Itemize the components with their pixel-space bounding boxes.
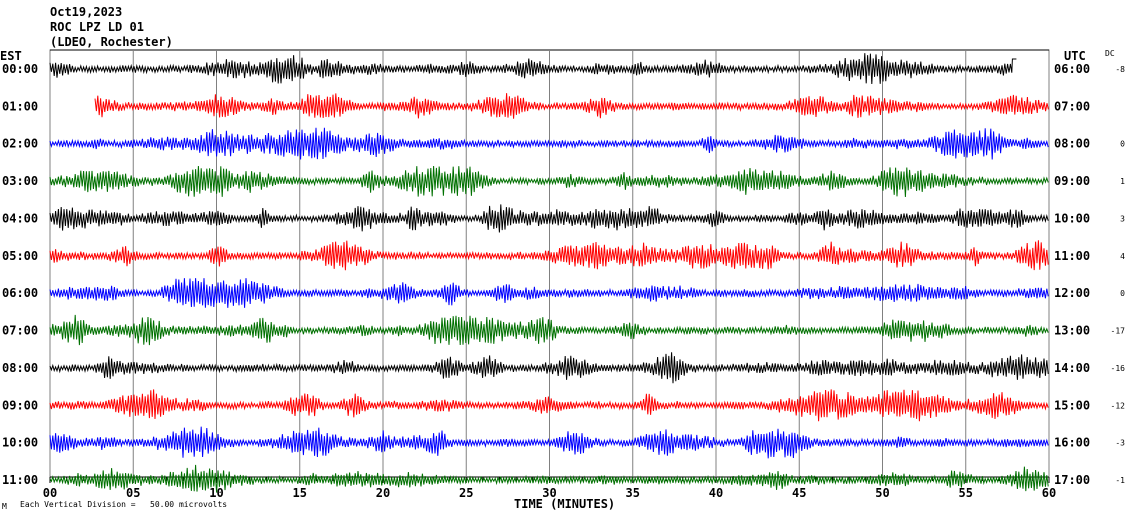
seismic-trace: [49, 426, 1049, 459]
dc-offset-value: 4: [1120, 252, 1125, 261]
utc-hour-label: 06:00: [1054, 62, 1090, 76]
x-tick-label: 00: [43, 486, 57, 500]
scale-note: Each Vertical Division = 50.00 microvolt…: [20, 500, 227, 509]
est-hour-label: 08:00: [2, 361, 38, 375]
utc-hour-label: 13:00: [1054, 324, 1090, 338]
x-tick-label: 60: [1042, 486, 1056, 500]
seismic-trace: [49, 127, 1049, 160]
est-hour-label: 11:00: [2, 473, 38, 487]
x-tick-label: 25: [459, 486, 473, 500]
seismic-trace: [49, 240, 1049, 271]
dc-label: DC: [1105, 49, 1115, 58]
dc-offset-value: 1: [1120, 177, 1125, 186]
x-tick-label: 05: [126, 486, 140, 500]
seismic-trace: [49, 53, 1017, 85]
utc-hour-label: 15:00: [1054, 398, 1090, 412]
utc-hour-label: 17:00: [1054, 473, 1090, 487]
dc-offset-value: -8: [1115, 65, 1125, 74]
dc-offset-value: -1: [1115, 476, 1125, 485]
seismic-trace: [49, 389, 1049, 422]
utc-hour-label: 07:00: [1054, 99, 1090, 113]
utc-hour-label: 09:00: [1054, 174, 1090, 188]
est-hour-label: 02:00: [2, 137, 38, 151]
station-label: ROC LPZ LD 01: [50, 20, 144, 34]
dc-offset-value: -3: [1115, 439, 1125, 448]
est-hour-label: 06:00: [2, 286, 38, 300]
corner-mark: M: [2, 502, 7, 511]
est-hour-label: 10:00: [2, 436, 38, 450]
seismic-trace: [49, 278, 1049, 308]
dc-offset-value: 3: [1120, 214, 1125, 223]
x-tick-label: 35: [626, 486, 640, 500]
utc-hour-label: 14:00: [1054, 361, 1090, 375]
seismic-trace: [49, 352, 1049, 384]
utc-hour-label: 11:00: [1054, 249, 1090, 263]
x-tick-label: 40: [709, 486, 723, 500]
est-axis-label: EST: [0, 49, 22, 63]
seismic-trace: [94, 93, 1049, 119]
est-hour-label: 07:00: [2, 324, 38, 338]
utc-hour-label: 08:00: [1054, 137, 1090, 151]
x-axis-label: TIME (MINUTES): [514, 497, 615, 511]
x-tick-label: 15: [293, 486, 307, 500]
x-tick-label: 30: [542, 486, 556, 500]
dc-offset-value: 0: [1120, 140, 1125, 149]
dc-offset-value: -16: [1111, 364, 1126, 373]
utc-hour-label: 16:00: [1054, 436, 1090, 450]
seismic-trace: [49, 314, 1049, 346]
dc-offset-value: -17: [1111, 327, 1126, 336]
est-hour-label: 04:00: [2, 211, 38, 225]
est-hour-label: 05:00: [2, 249, 38, 263]
x-tick-label: 50: [875, 486, 889, 500]
date-label: Oct19,2023: [50, 5, 123, 19]
utc-hour-label: 10:00: [1054, 211, 1090, 225]
seismic-trace: [49, 204, 1049, 233]
est-hour-label: 00:00: [2, 62, 38, 76]
network-label: (LDEO, Rochester): [50, 35, 173, 49]
dc-offset-value: -12: [1111, 401, 1126, 410]
utc-hour-label: 12:00: [1054, 286, 1090, 300]
seismic-trace: [49, 165, 1049, 198]
dc-offset-value: 0: [1120, 289, 1125, 298]
x-tick-label: 45: [792, 486, 806, 500]
est-hour-label: 01:00: [2, 99, 38, 113]
utc-axis-label: UTC: [1064, 49, 1086, 63]
x-tick-label: 10: [209, 486, 223, 500]
seismic-trace: [49, 464, 1049, 493]
x-tick-label: 20: [376, 486, 390, 500]
est-hour-label: 03:00: [2, 174, 38, 188]
x-tick-label: 55: [959, 486, 973, 500]
est-hour-label: 09:00: [2, 398, 38, 412]
